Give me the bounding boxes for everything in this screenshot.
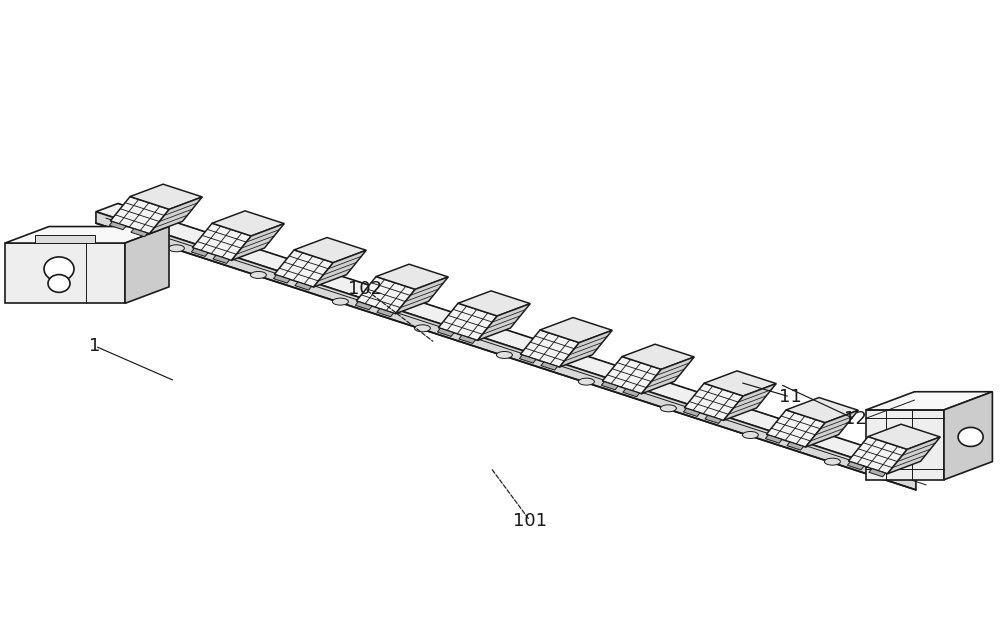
Ellipse shape [414, 325, 430, 331]
Polygon shape [869, 469, 886, 477]
Polygon shape [724, 384, 776, 420]
Polygon shape [96, 211, 916, 490]
Polygon shape [601, 382, 618, 390]
Polygon shape [806, 410, 858, 447]
Polygon shape [274, 250, 333, 287]
Polygon shape [622, 344, 694, 370]
Polygon shape [540, 318, 612, 343]
Ellipse shape [168, 245, 184, 252]
Polygon shape [396, 277, 448, 314]
Text: 11: 11 [779, 388, 801, 406]
Polygon shape [478, 304, 530, 340]
Polygon shape [96, 203, 938, 478]
Polygon shape [642, 357, 694, 394]
Polygon shape [944, 392, 992, 480]
Ellipse shape [332, 298, 348, 305]
Polygon shape [459, 335, 476, 344]
Polygon shape [5, 227, 169, 243]
Polygon shape [376, 264, 448, 290]
Polygon shape [520, 330, 579, 367]
Polygon shape [683, 408, 700, 417]
Polygon shape [377, 309, 394, 317]
Polygon shape [766, 410, 825, 447]
Polygon shape [866, 392, 992, 410]
Polygon shape [212, 211, 284, 236]
Polygon shape [5, 243, 125, 304]
Polygon shape [110, 197, 169, 234]
Text: 12: 12 [844, 410, 866, 428]
Polygon shape [438, 304, 497, 340]
Polygon shape [295, 282, 312, 290]
Polygon shape [705, 415, 722, 424]
Polygon shape [150, 197, 202, 234]
Ellipse shape [578, 378, 594, 385]
Ellipse shape [250, 272, 266, 279]
Polygon shape [125, 227, 169, 304]
Polygon shape [519, 355, 536, 363]
Ellipse shape [824, 458, 840, 465]
Ellipse shape [48, 274, 70, 292]
Polygon shape [888, 437, 940, 474]
Polygon shape [437, 328, 454, 337]
Polygon shape [355, 302, 372, 310]
Polygon shape [356, 277, 415, 314]
Ellipse shape [958, 427, 983, 446]
Polygon shape [868, 424, 940, 450]
Ellipse shape [742, 432, 758, 439]
Polygon shape [847, 462, 864, 470]
Polygon shape [232, 224, 284, 260]
Polygon shape [866, 410, 944, 480]
Polygon shape [109, 222, 126, 230]
Polygon shape [191, 248, 208, 257]
Polygon shape [541, 362, 558, 370]
Polygon shape [314, 250, 366, 287]
Ellipse shape [44, 257, 74, 281]
Polygon shape [704, 371, 776, 396]
Polygon shape [684, 384, 743, 420]
Ellipse shape [660, 405, 676, 411]
Polygon shape [294, 237, 366, 263]
Polygon shape [35, 236, 95, 243]
Text: 101: 101 [513, 512, 547, 530]
Polygon shape [560, 330, 612, 367]
Polygon shape [786, 398, 858, 423]
Polygon shape [623, 389, 640, 397]
Polygon shape [213, 255, 230, 264]
Text: 102: 102 [348, 280, 382, 298]
Polygon shape [458, 291, 530, 316]
Polygon shape [192, 224, 251, 260]
Polygon shape [130, 184, 202, 210]
Polygon shape [787, 442, 804, 450]
Polygon shape [765, 435, 782, 443]
Polygon shape [602, 357, 661, 394]
Polygon shape [273, 275, 290, 283]
Text: 1: 1 [89, 337, 101, 355]
Polygon shape [131, 229, 148, 237]
Polygon shape [848, 437, 907, 474]
Ellipse shape [496, 351, 512, 358]
